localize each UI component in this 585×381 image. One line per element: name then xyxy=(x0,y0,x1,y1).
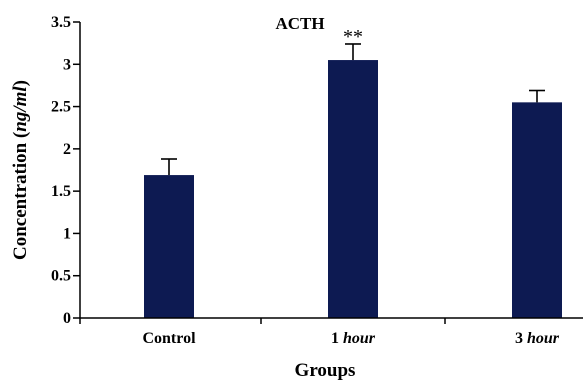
x-tick-label: 1 hour xyxy=(331,330,376,347)
chart-title: ACTH xyxy=(275,14,324,33)
y-tick-label: 3.5 xyxy=(51,14,71,31)
y-axis-label-main: Concentration ( xyxy=(10,132,31,260)
y-tick-label: 2 xyxy=(63,141,71,158)
error-bars xyxy=(161,43,545,176)
x-axis-label: Groups xyxy=(295,360,356,381)
y-tick-label: 0.5 xyxy=(51,268,71,285)
x-tick-label: 3 hour xyxy=(515,330,560,347)
y-axis-ticks: 0 0.5 1 1.5 2 2.5 3 3.5 xyxy=(51,14,446,327)
y-axis-label-close: ) xyxy=(10,80,31,86)
significance-annotations: ** xyxy=(343,26,363,48)
significance-annotation: ** xyxy=(343,26,363,48)
bars xyxy=(144,60,562,319)
bar xyxy=(328,60,378,319)
y-axis-label: Concentration (ng/ml) xyxy=(10,80,31,260)
y-tick-label: 1 xyxy=(63,225,71,242)
bar xyxy=(512,102,562,318)
y-tick-label: 2.5 xyxy=(51,99,71,116)
y-axis-label-unit: ng/ml xyxy=(10,86,31,132)
bar xyxy=(144,175,194,318)
y-tick-label: 3 xyxy=(63,56,71,73)
y-tick-label: 0 xyxy=(63,310,71,327)
y-tick-label: 1.5 xyxy=(51,183,71,200)
x-tick-label: Control xyxy=(142,330,196,347)
x-axis-tick-labels: Control 1 hour 3 hour xyxy=(142,330,559,347)
